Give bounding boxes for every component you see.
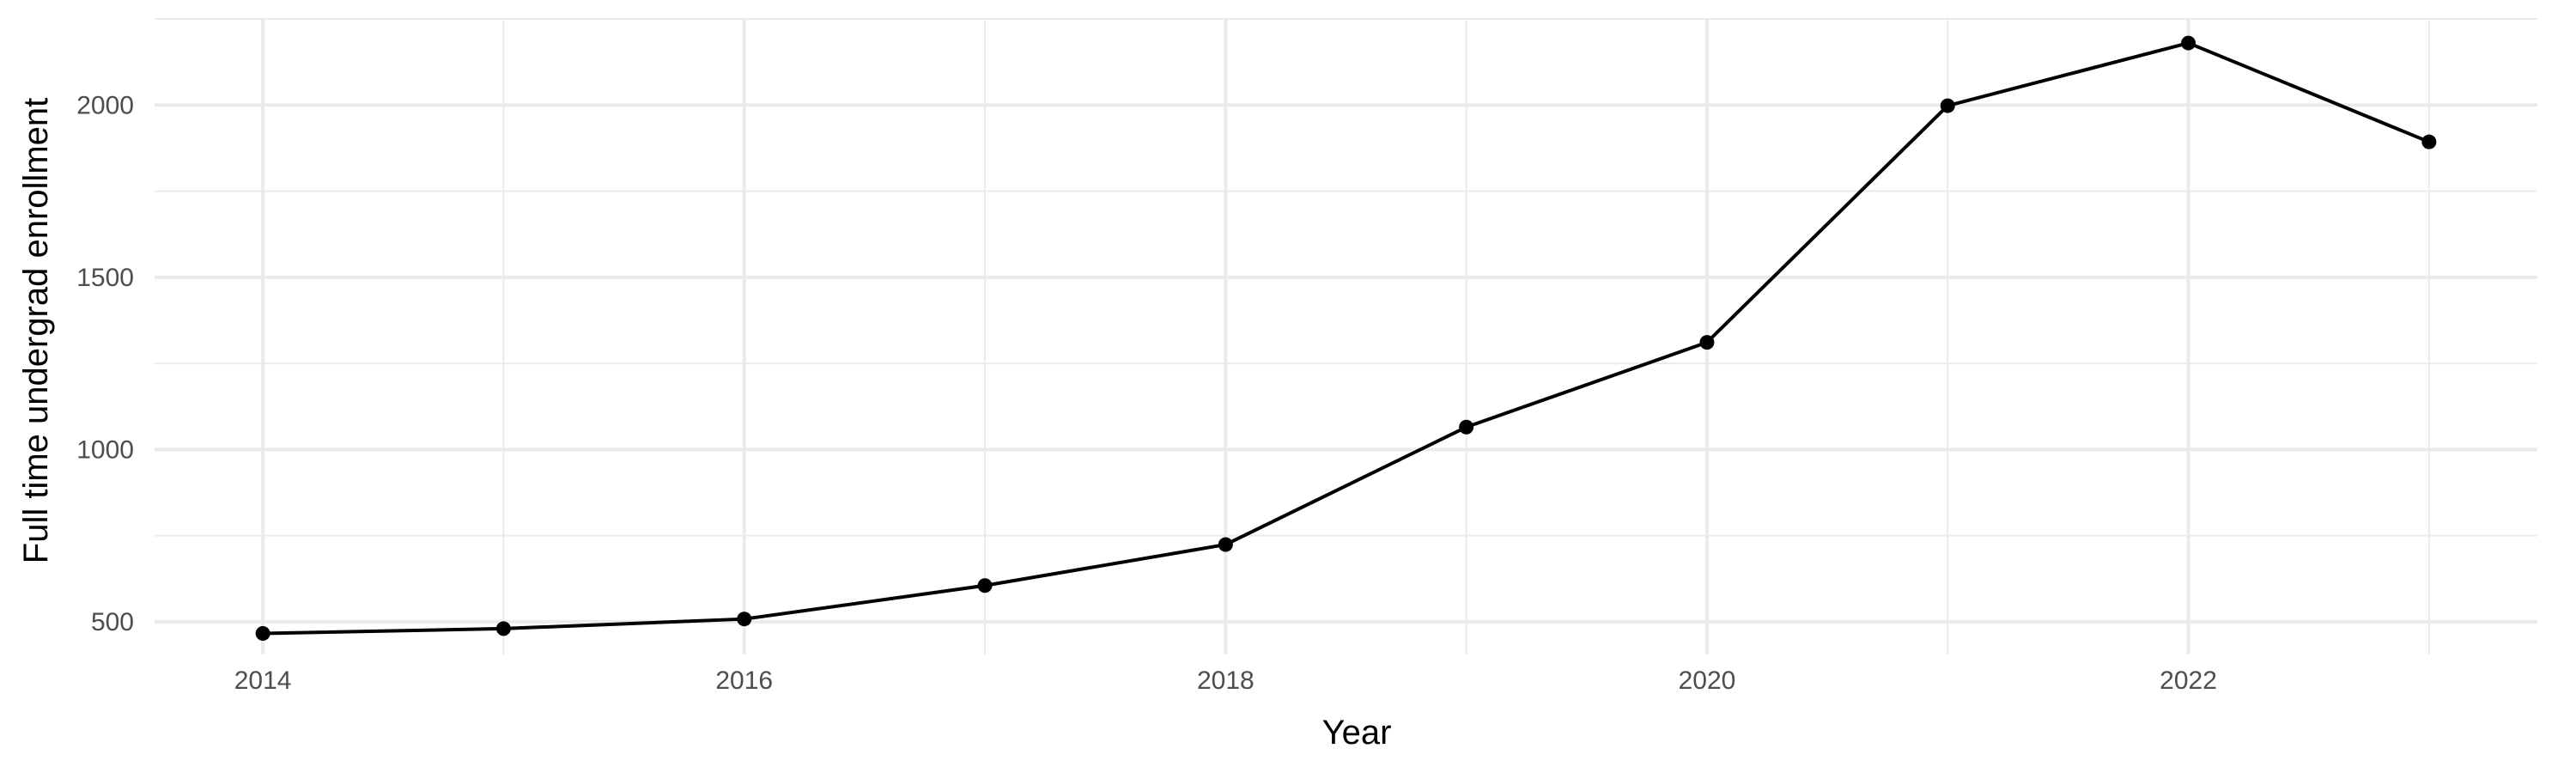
data-point (737, 612, 752, 627)
y-tick-label: 1500 (76, 264, 134, 292)
x-axis-title: Year (1322, 714, 1392, 752)
x-tick-label: 2022 (2160, 666, 2217, 695)
y-tick-label: 2000 (76, 91, 134, 119)
data-series (255, 35, 2437, 642)
data-point (255, 626, 270, 642)
x-tick-label: 2016 (715, 666, 773, 695)
data-point (2421, 134, 2437, 149)
data-point (1699, 335, 1715, 350)
data-point (977, 578, 993, 593)
x-tick-label: 2014 (234, 666, 292, 695)
series-line (263, 41, 2430, 636)
data-point (495, 621, 511, 636)
data-point (2181, 35, 2196, 51)
y-axis-tick-labels: 500 1000 1500 2000 (76, 91, 134, 636)
x-axis-tick-labels: 2014 2016 2018 2020 2022 (234, 666, 2217, 695)
data-point (1218, 537, 1233, 552)
data-point (1459, 419, 1474, 435)
x-tick-label: 2018 (1197, 666, 1255, 695)
y-tick-label: 500 (91, 608, 134, 636)
data-point (1940, 98, 1955, 113)
minor-gridlines (155, 18, 2537, 654)
x-tick-label: 2020 (1679, 666, 1736, 695)
y-tick-label: 1000 (76, 435, 134, 464)
y-axis-title: Full time undergrad enrollment (17, 98, 55, 563)
major-gridlines (155, 19, 2537, 654)
